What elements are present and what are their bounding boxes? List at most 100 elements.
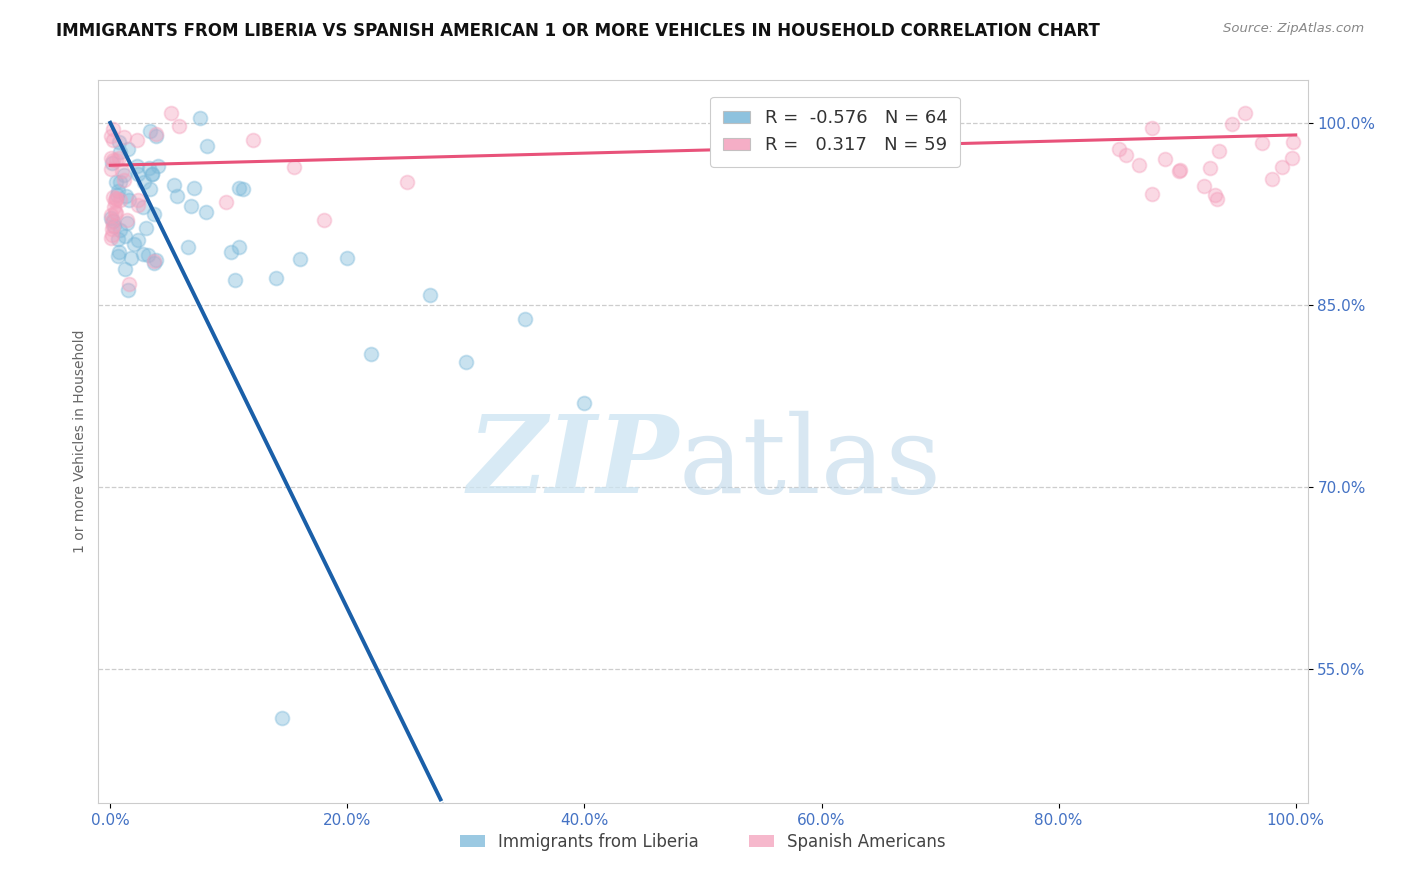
Point [110, 175, 132, 189]
Point [104, 205, 127, 219]
Point [100, 214, 122, 228]
Point [122, 237, 145, 252]
Point [101, 222, 124, 236]
Point [336, 251, 359, 265]
Point [127, 167, 149, 181]
Point [108, 151, 131, 165]
Point [131, 247, 153, 261]
Point [1206, 192, 1229, 206]
Point [454, 355, 477, 369]
Point [145, 253, 167, 268]
Point [105, 187, 128, 202]
Legend: Immigrants from Liberia, Spanish Americans: Immigrants from Liberia, Spanish America… [451, 825, 955, 860]
Point [100, 211, 122, 225]
Point [1220, 117, 1243, 131]
Point [100, 208, 122, 222]
Point [132, 175, 155, 189]
Point [1167, 163, 1189, 178]
Point [242, 133, 264, 147]
Point [419, 288, 441, 302]
Point [108, 136, 131, 150]
Point [118, 277, 141, 291]
Text: Source: ZipAtlas.com: Source: ZipAtlas.com [1223, 22, 1364, 36]
Point [100, 155, 122, 169]
Point [101, 190, 124, 204]
Point [117, 283, 139, 297]
Point [108, 223, 131, 237]
Point [312, 213, 335, 227]
Y-axis label: 1 or more Vehicles in Household: 1 or more Vehicles in Household [73, 330, 87, 553]
Point [1261, 172, 1284, 186]
Point [138, 161, 160, 175]
Point [360, 346, 382, 360]
Point [288, 252, 311, 267]
Point [1128, 158, 1150, 172]
Point [1208, 144, 1230, 158]
Point [141, 167, 163, 181]
Point [105, 153, 128, 168]
Point [183, 180, 205, 194]
Point [1234, 105, 1257, 120]
Point [112, 168, 135, 182]
Point [125, 133, 148, 147]
Point [103, 214, 125, 228]
Point [574, 396, 596, 410]
Point [228, 180, 250, 194]
Point [105, 191, 128, 205]
Point [112, 129, 135, 144]
Point [1154, 152, 1177, 166]
Point [101, 133, 124, 147]
Point [105, 192, 128, 206]
Text: IMMIGRANTS FROM LIBERIA VS SPANISH AMERICAN 1 OR MORE VEHICLES IN HOUSEHOLD CORR: IMMIGRANTS FROM LIBERIA VS SPANISH AMERI… [56, 22, 1099, 40]
Point [1192, 178, 1215, 193]
Point [136, 248, 159, 262]
Point [107, 249, 129, 263]
Point [142, 207, 165, 221]
Point [1168, 163, 1191, 178]
Text: ZIP: ZIP [467, 410, 679, 516]
Point [103, 219, 125, 233]
Point [145, 128, 167, 142]
Point [221, 245, 243, 260]
Point [264, 270, 287, 285]
Point [103, 219, 125, 233]
Point [117, 216, 139, 230]
Point [224, 272, 246, 286]
Point [107, 232, 129, 246]
Point [515, 311, 537, 326]
Point [100, 231, 122, 245]
Point [112, 172, 135, 186]
Point [180, 199, 202, 213]
Point [101, 153, 124, 168]
Point [100, 129, 122, 144]
Point [195, 139, 218, 153]
Point [166, 189, 188, 203]
Point [114, 229, 136, 244]
Point [100, 162, 122, 177]
Point [108, 245, 131, 260]
Point [146, 159, 169, 173]
Point [114, 262, 136, 277]
Text: atlas: atlas [679, 410, 942, 516]
Point [271, 711, 294, 725]
Point [105, 206, 128, 220]
Point [103, 200, 125, 214]
Point [127, 193, 149, 207]
Point [1108, 142, 1130, 156]
Point [215, 195, 238, 210]
Point [145, 129, 167, 144]
Point [1142, 121, 1164, 136]
Point [163, 178, 186, 193]
Point [101, 122, 124, 136]
Point [111, 163, 134, 178]
Point [143, 256, 166, 270]
Point [143, 253, 166, 268]
Point [117, 142, 139, 156]
Point [231, 181, 253, 195]
Point [115, 188, 138, 202]
Point [115, 213, 138, 227]
Point [132, 200, 155, 214]
Point [110, 145, 132, 159]
Point [1199, 161, 1222, 175]
Point [120, 251, 142, 265]
